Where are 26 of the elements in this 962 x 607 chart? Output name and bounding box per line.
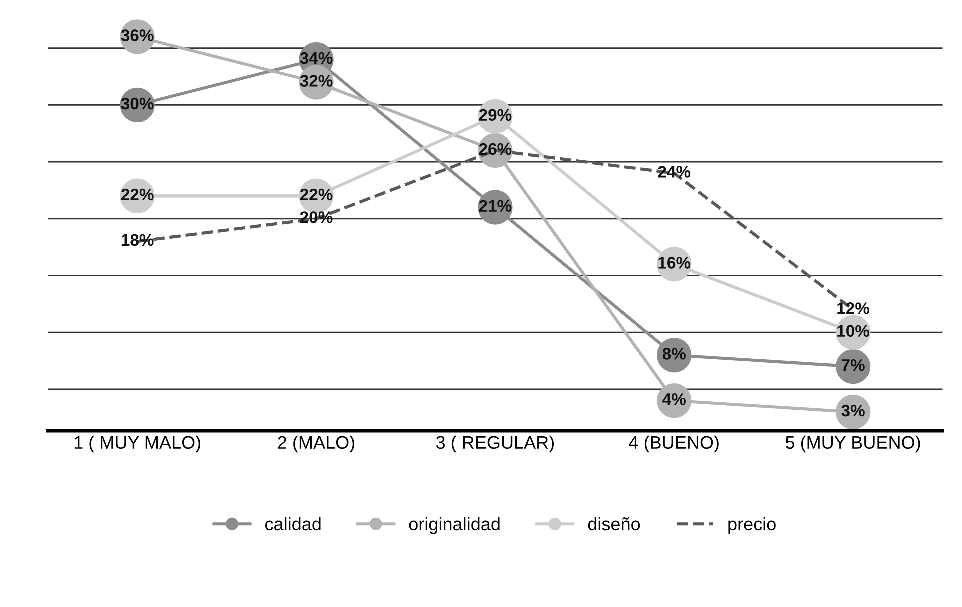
legend-label: originalidad — [409, 517, 500, 534]
data-label: 36% — [121, 30, 154, 42]
data-label: 29% — [479, 109, 512, 122]
data-label: 30% — [121, 98, 154, 110]
data-label: 8% — [662, 348, 686, 360]
data-label: 7% — [842, 359, 865, 372]
legend-label: calidad — [266, 517, 321, 531]
x-tick-label: 5 (MUY BUENO) — [786, 436, 920, 453]
data-label: 32% — [300, 75, 333, 87]
data-label: 16% — [658, 257, 691, 269]
data-label: 10% — [838, 325, 870, 338]
data-label: 22% — [300, 188, 333, 201]
legend-label: precio — [728, 517, 776, 534]
data-label: 21% — [479, 200, 512, 212]
data-label: 34% — [300, 52, 333, 64]
data-label: 4% — [662, 394, 686, 406]
x-tick-label: 2 (MALO) — [278, 436, 355, 453]
legend-label: diseño — [588, 517, 640, 531]
x-tick-label: 3 ( REGULAR) — [436, 436, 554, 453]
data-label: 18% — [122, 234, 154, 246]
x-tick-label: 4 (BUENO) — [629, 436, 719, 453]
data-label: 26% — [479, 143, 512, 156]
data-label: 12% — [838, 302, 870, 314]
data-label: 3% — [842, 404, 865, 417]
data-label: 22% — [121, 188, 154, 201]
x-tick-label: 1 ( MUY MALO) — [74, 436, 200, 453]
